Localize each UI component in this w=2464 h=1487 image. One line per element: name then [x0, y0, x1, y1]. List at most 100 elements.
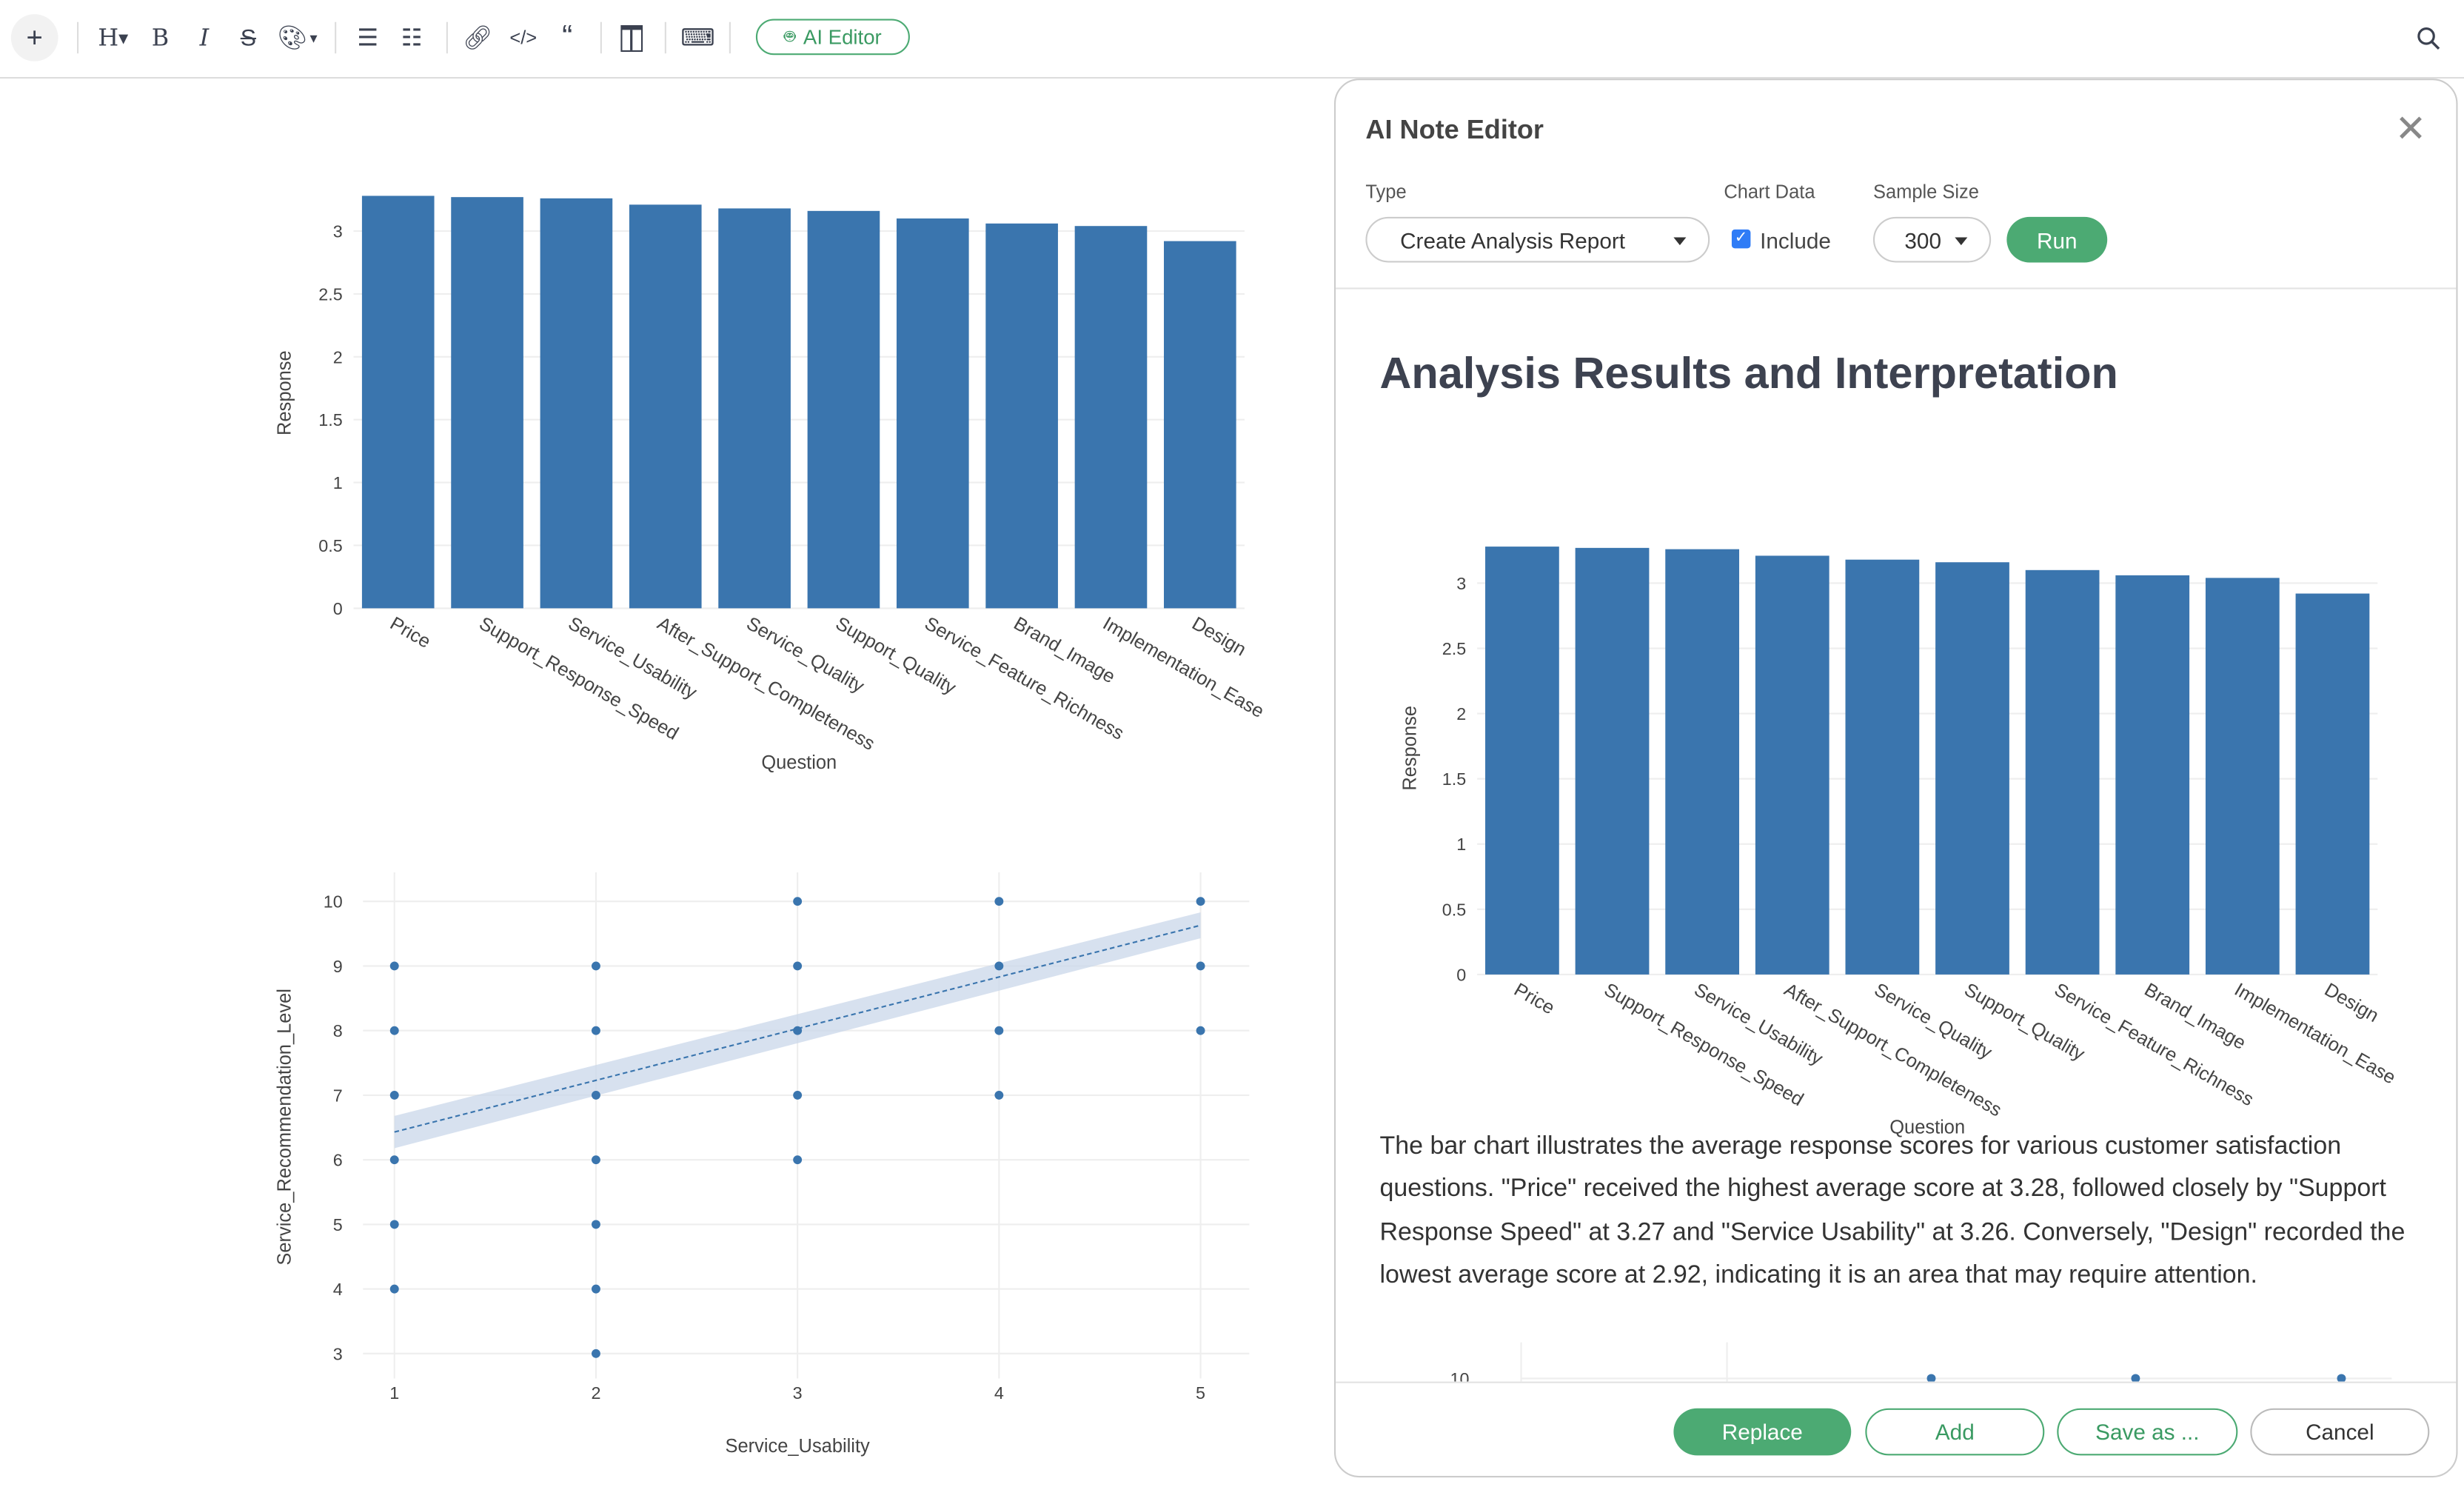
scatter-point	[1196, 1026, 1205, 1035]
y-tick-label: 1	[333, 473, 343, 492]
bar-design	[1163, 241, 1236, 609]
close-icon[interactable]: ✕	[2394, 108, 2427, 151]
scatter-point	[591, 1155, 600, 1165]
bar-service_quality	[718, 208, 791, 609]
strikethrough-icon[interactable]: S	[240, 24, 256, 51]
bar-service_usability	[540, 198, 613, 609]
link-icon[interactable]: 🔗︎	[463, 24, 493, 53]
scatter-point	[2337, 1374, 2346, 1382]
x-tick-label: 2	[591, 1383, 600, 1403]
divider	[1336, 287, 2457, 290]
numbered-list-icon[interactable]: ☷	[401, 24, 423, 53]
bar-after_support_completeness	[1755, 555, 1829, 975]
scatter-point	[793, 897, 803, 906]
y-tick-label: 7	[333, 1086, 343, 1105]
dialog-title: AI Note Editor	[1365, 114, 1544, 145]
cancel-button[interactable]: Cancel	[2250, 1408, 2430, 1456]
x-tick-label: Price	[386, 613, 434, 652]
y-tick-label: 0.5	[318, 536, 342, 555]
trend-line	[394, 924, 1201, 1133]
bar-implementation_ease	[2205, 578, 2280, 975]
toolbar-divider	[77, 21, 79, 54]
y-tick-label: 3	[333, 1344, 343, 1363]
plus-icon[interactable]: +	[10, 14, 58, 61]
y-tick-label: 4	[333, 1280, 343, 1299]
y-tick-label: 2.5	[1442, 639, 1466, 658]
x-tick-label: Implementation_Ease	[2231, 979, 2399, 1088]
y-tick-label: 8	[333, 1021, 343, 1040]
x-tick-label: 3	[793, 1383, 803, 1403]
y-tick-label: 0	[333, 599, 343, 618]
code-icon[interactable]: </>	[509, 27, 538, 49]
bar-implementation_ease	[1074, 226, 1148, 609]
scatter-point	[591, 1349, 600, 1358]
bar-service_usability	[1665, 549, 1740, 975]
scatter-point	[591, 1026, 600, 1035]
scatter-point	[1196, 961, 1205, 971]
y-tick-label: 10	[1450, 1369, 1470, 1382]
keyboard-icon[interactable]: ⌨︎	[680, 24, 715, 53]
type-label: Type	[1365, 181, 1407, 203]
sample-size-label: Sample Size	[1872, 181, 1979, 203]
bar-design	[2295, 593, 2370, 975]
divider	[1336, 1381, 2457, 1383]
x-tick-label: 4	[994, 1383, 1004, 1403]
x-tick-label: 5	[1196, 1383, 1205, 1403]
y-tick-label: 5	[333, 1215, 343, 1234]
bold-icon[interactable]: B	[151, 23, 170, 53]
y-tick-label: 0	[1456, 965, 1466, 984]
bar-service_feature_richness	[2025, 569, 2100, 975]
toolbar: + H ▼ B I S 🎨︎ ▼ ☰ ☷ 🔗︎ </> “ ⌨︎ 🤖︎ AI Edi…	[0, 0, 2464, 79]
y-tick-label: 10	[324, 892, 343, 912]
columns-icon[interactable]	[619, 19, 644, 56]
bar-brand_image	[2115, 575, 2190, 975]
bar-support_response_speed	[1575, 547, 1650, 975]
scatter-point	[389, 961, 399, 971]
scatter-point	[793, 1155, 803, 1165]
scatter-point	[389, 1284, 399, 1294]
robot-icon: 🤖︎	[784, 24, 796, 47]
report-heading: Analysis Results and Interpretation	[1379, 349, 2118, 398]
x-tick-label: Implementation_Ease	[1099, 613, 1268, 722]
bar-price	[361, 196, 435, 609]
toolbar-divider	[335, 21, 337, 54]
run-button[interactable]: Run	[2006, 216, 2108, 263]
bar-service_quality	[1845, 559, 1920, 975]
heading-icon[interactable]: H ▼	[98, 23, 129, 53]
color-palette-icon[interactable]: 🎨︎ ▼	[277, 24, 320, 53]
y-tick-label: 6	[333, 1151, 343, 1170]
sample-size-select[interactable]: 300	[1872, 216, 1992, 263]
ai-editor-button[interactable]: 🤖︎ AI Editor	[755, 19, 910, 56]
y-axis-label: Response	[275, 350, 295, 435]
x-tick-label: 1	[389, 1383, 399, 1403]
add-button[interactable]: Add	[1865, 1408, 2045, 1456]
toolbar-divider	[600, 21, 602, 54]
chevron-down-icon	[1673, 237, 1687, 246]
y-tick-label: 2	[333, 347, 343, 367]
scatter-point	[1196, 897, 1205, 906]
report-paragraph: The bar chart illustrates the average re…	[1379, 1133, 2406, 1289]
replace-button[interactable]: Replace	[1673, 1408, 1852, 1456]
include-chart-data-checkbox[interactable]: ✓	[1731, 229, 1751, 249]
save-as-button[interactable]: Save as ...	[2057, 1408, 2238, 1456]
scatter-point	[793, 961, 803, 971]
toolbar-divider	[664, 21, 666, 54]
quote-icon[interactable]: “	[562, 19, 573, 55]
bullet-list-icon[interactable]: ☰	[357, 24, 378, 53]
y-tick-label: 3	[333, 221, 343, 241]
italic-icon[interactable]: I	[199, 23, 210, 53]
chevron-down-icon	[1955, 237, 1968, 246]
x-tick-label: Design	[2321, 979, 2383, 1026]
x-axis-label: Question	[1889, 1117, 1965, 1137]
y-axis-label: Service_Recommendation_Level	[275, 989, 295, 1266]
generated-report-preview[interactable]: Analysis Results and Interpretation 0 0.5…	[1336, 290, 2456, 1382]
search-icon[interactable]	[2412, 19, 2443, 56]
type-select-value: Create Analysis Report	[1400, 227, 1626, 253]
scatter-point	[994, 1090, 1004, 1100]
bar-support_quality	[807, 210, 880, 609]
type-select[interactable]: Create Analysis Report	[1365, 216, 1710, 263]
x-axis-label: Question	[761, 752, 837, 773]
